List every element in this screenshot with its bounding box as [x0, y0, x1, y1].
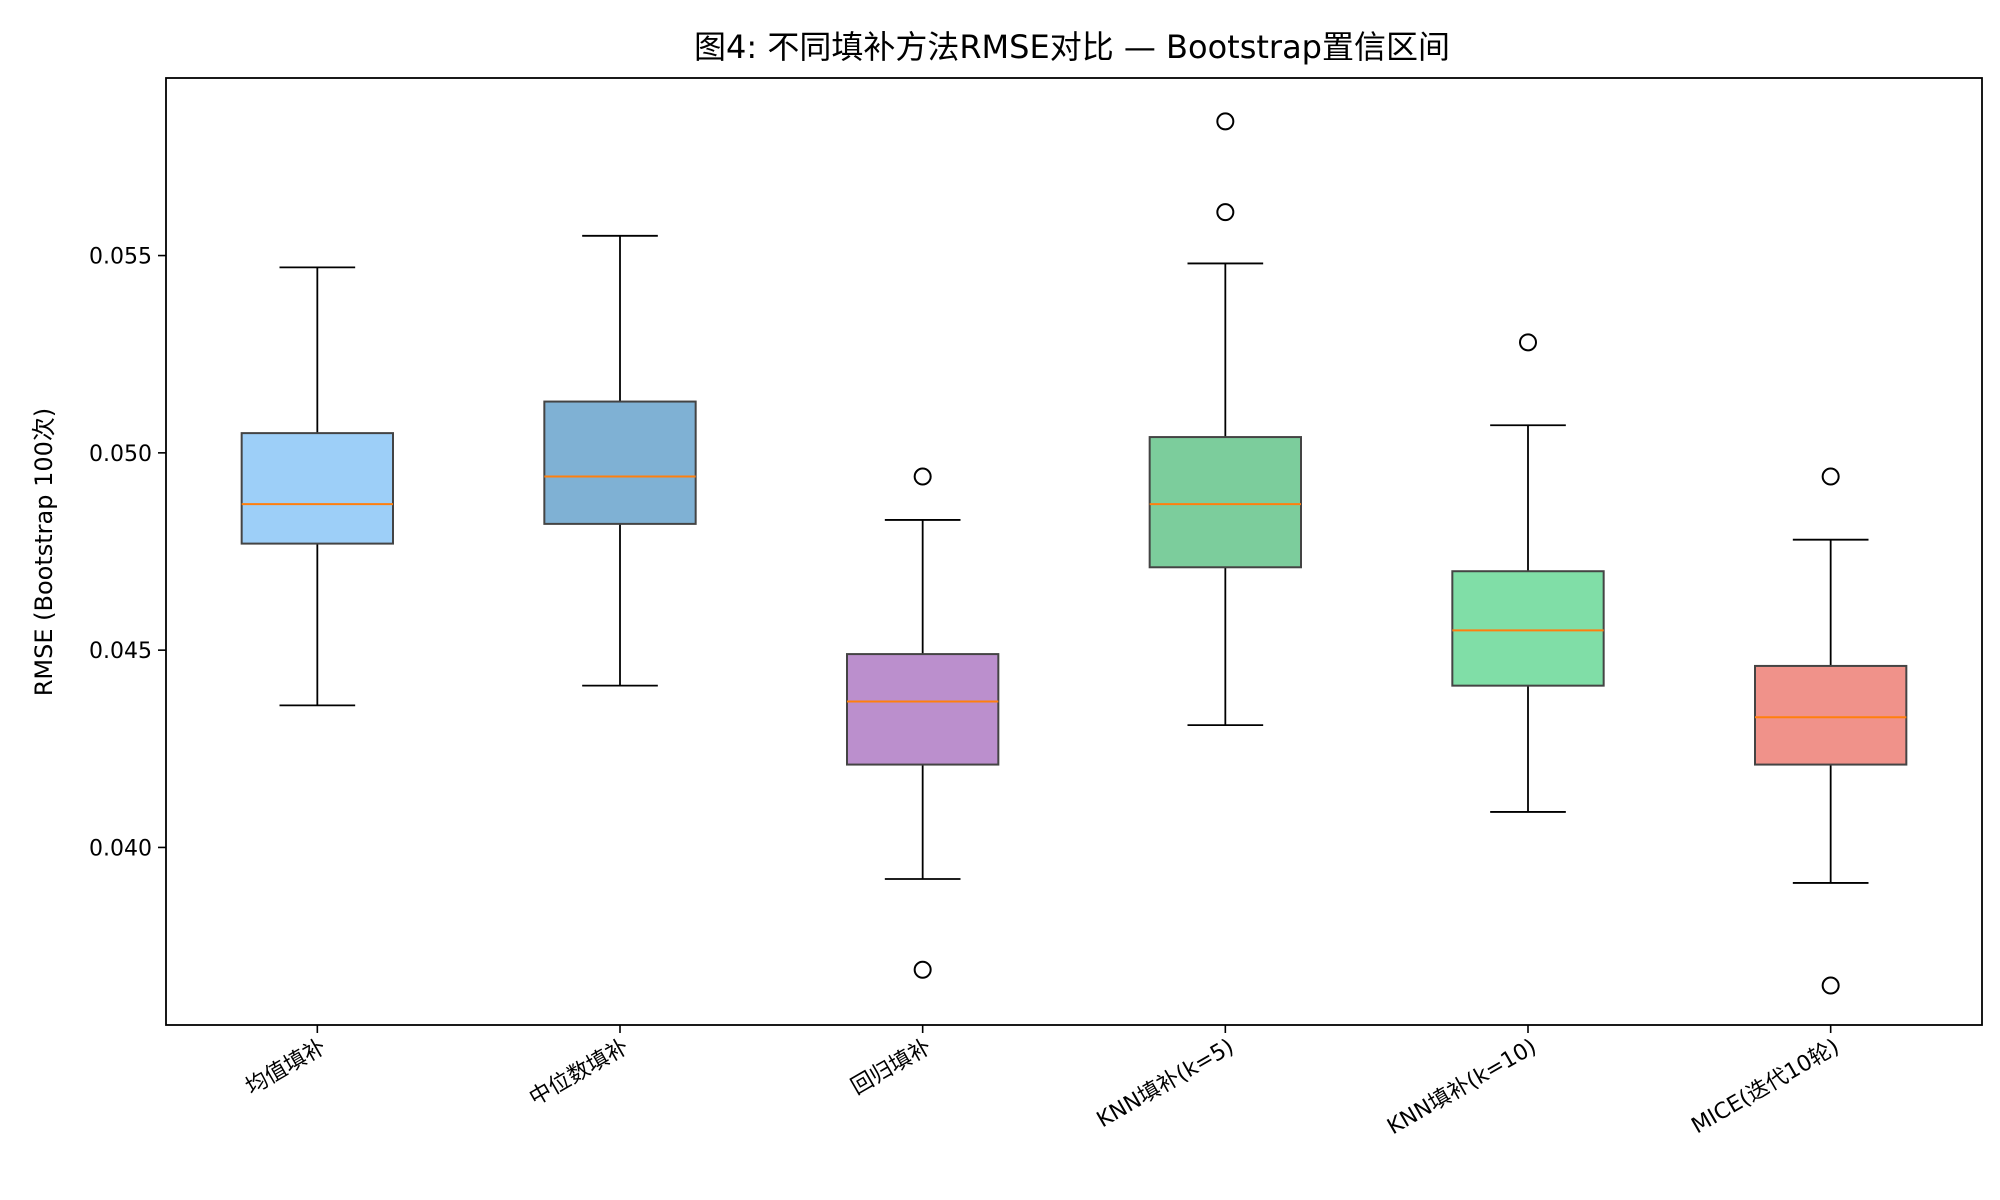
- plot-frame: [165, 77, 1983, 1026]
- chart-title: 图4: 不同填补方法RMSE对比 — Bootstrap置信区间: [694, 28, 1450, 66]
- box-body: [846, 653, 1000, 766]
- box-body: [1148, 436, 1302, 569]
- y-tick-label: 0.050: [89, 442, 152, 467]
- box-body: [1451, 570, 1605, 687]
- outlier-point: [1821, 467, 1840, 486]
- y-tick-label: 0.040: [89, 836, 152, 861]
- outlier-point: [1519, 333, 1537, 352]
- y-axis-label: RMSE (Bootstrap 100次): [30, 408, 58, 697]
- x-tick-label: 回归填补: [847, 1035, 936, 1101]
- box-body: [543, 400, 697, 525]
- x-tick-label: MICE(迭代10轮): [1687, 1035, 1843, 1140]
- box-body: [1754, 664, 1908, 766]
- outlier-point: [1216, 112, 1235, 131]
- y-tick-label: 0.045: [89, 639, 152, 664]
- outlier-point: [913, 467, 932, 486]
- outlier-point: [1821, 976, 1840, 995]
- x-tick-label: KNN填补(k=10): [1383, 1035, 1541, 1140]
- plot-area: 0.040 0.045 0.050 0.055 均值填补 中位数填补 回归填补 KNN填补(k…: [89, 77, 1983, 1140]
- y-tick-label: 0.055: [89, 245, 152, 270]
- outlier-point: [913, 960, 932, 979]
- x-tick-label: 中位数填补: [525, 1035, 633, 1112]
- x-tick-label: 均值填补: [242, 1035, 331, 1101]
- box-body: [240, 432, 394, 545]
- x-tick-label: KNN填补(k=5): [1093, 1035, 1239, 1133]
- outlier-point: [1216, 203, 1235, 222]
